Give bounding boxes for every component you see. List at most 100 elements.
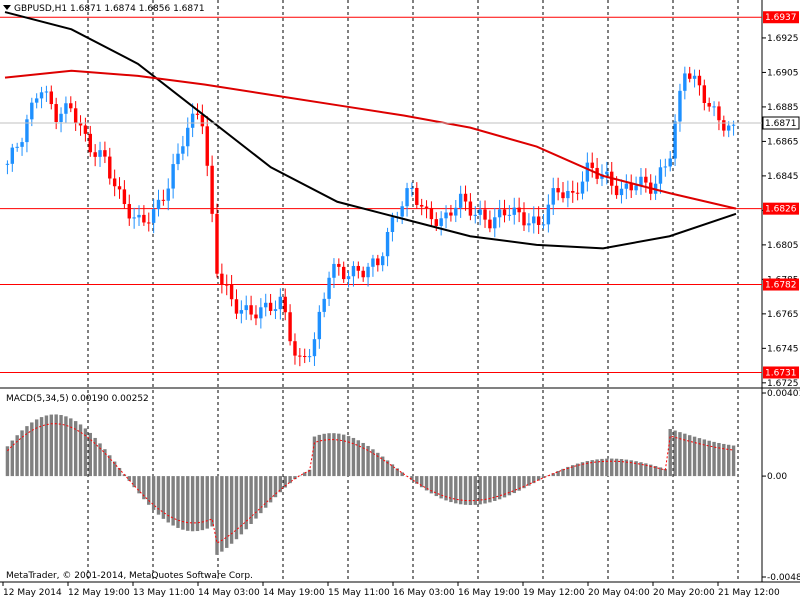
candle-body [385,231,390,257]
candle-body [390,217,395,232]
candle-body [147,222,151,224]
price-tick-label: 1.6745 [767,344,799,354]
macd-bar [566,466,570,477]
macd-bar [424,476,429,491]
candle-body [288,312,292,342]
macd-bar [312,436,317,477]
macd-histogram [5,414,736,555]
macd-bar [678,432,682,477]
macd-bar [478,476,482,505]
time-tick-label: 12 May 2014 [3,588,62,598]
candle-body [424,206,429,208]
candle-body [39,92,44,99]
price-tick-label: 1.6845 [767,172,799,182]
macd-bar [195,476,200,532]
macd-bar [600,458,604,477]
macd-bar [293,476,297,480]
macd-tick-label: -0.00487 [767,573,800,583]
macd-bar [103,449,107,477]
macd-bar [278,476,283,493]
time-axis: 12 May 2014 12 May 19:00 13 May 11:00 14 Ma… [2,582,780,598]
macd-bar [419,476,424,488]
horizontal-levels [0,16,762,373]
macd-bar [512,476,516,494]
price-pane: 1.69251.69051.68851.68651.68451.68251.68… [0,0,800,389]
macd-bar [575,463,580,477]
macd-bar [468,476,473,506]
candle-body [571,190,575,193]
macd-bar [400,472,404,477]
candle-body [337,263,341,267]
macd-bar [341,434,346,477]
candle-body [10,147,15,164]
candle-body [239,310,244,314]
macd-bar [532,476,536,484]
macd-bar [527,476,531,486]
candle-body [361,270,365,278]
macd-bar [502,476,507,498]
macd-bar [10,440,15,477]
time-tick-label: 16 May 03:00 [393,588,455,598]
macd-bar [171,476,175,526]
moving-average-line [4,69,737,210]
candle-body [200,114,205,127]
candle-body [536,216,541,225]
candle-body [5,163,10,165]
macd-bar [619,459,624,477]
macd-bar [458,476,463,505]
candle-body [117,186,122,190]
candle-body [356,265,361,271]
macd-tick-label: 0.00 [767,472,787,482]
macd-bar [590,460,594,477]
macd-bar [322,433,326,477]
macd-bar [356,440,361,477]
candle-body [556,188,560,193]
candle-body [254,314,258,319]
collapse-triangle-icon[interactable] [3,5,11,10]
candle-body [44,91,49,93]
candle-body [268,302,273,311]
macd-bar [658,467,663,477]
macd-bar [707,440,711,477]
time-tick-label: 15 May 11:00 [328,588,390,598]
candle-body [137,214,141,218]
candle-body [673,121,677,159]
macd-bar [298,475,302,477]
candle-body [605,171,609,175]
candle-body [541,224,546,226]
time-tick-label: 12 May 19:00 [68,588,130,598]
macd-bar [151,476,156,510]
macd-bar [395,468,400,477]
candle-body [142,214,146,223]
candle-body [298,355,302,357]
macd-bar [64,416,68,477]
candle-body [502,209,507,216]
price-tick-label: 1.6805 [767,241,799,251]
macd-bar [147,476,151,505]
macd-bar [254,476,258,519]
level-tag-label: 1.6731 [765,368,797,378]
candle-body [351,265,356,277]
candle-body [195,113,200,115]
macd-bar [332,433,336,477]
candle-body [93,152,97,157]
time-tick-label: 19 May 12:00 [523,588,585,598]
macd-bar [166,476,170,523]
macd-bar [259,476,263,514]
macd-bar [88,432,92,477]
macd-bar [634,461,638,477]
candle-body [25,119,29,143]
candle-body [88,133,92,153]
candle-body [69,103,73,109]
macd-bar [371,449,375,477]
level-tag-bg [763,202,799,215]
candle-body [546,204,551,225]
copyright-text: MetaTrader, © 2001-2014, MetaQuotes Soft… [6,571,253,581]
macd-bar [225,476,229,548]
macd-bar [712,441,716,477]
macd-bar [497,476,502,500]
candle-body [619,188,624,196]
candle-body [122,189,127,205]
macd-bar [731,445,736,477]
candle-body [707,103,711,107]
